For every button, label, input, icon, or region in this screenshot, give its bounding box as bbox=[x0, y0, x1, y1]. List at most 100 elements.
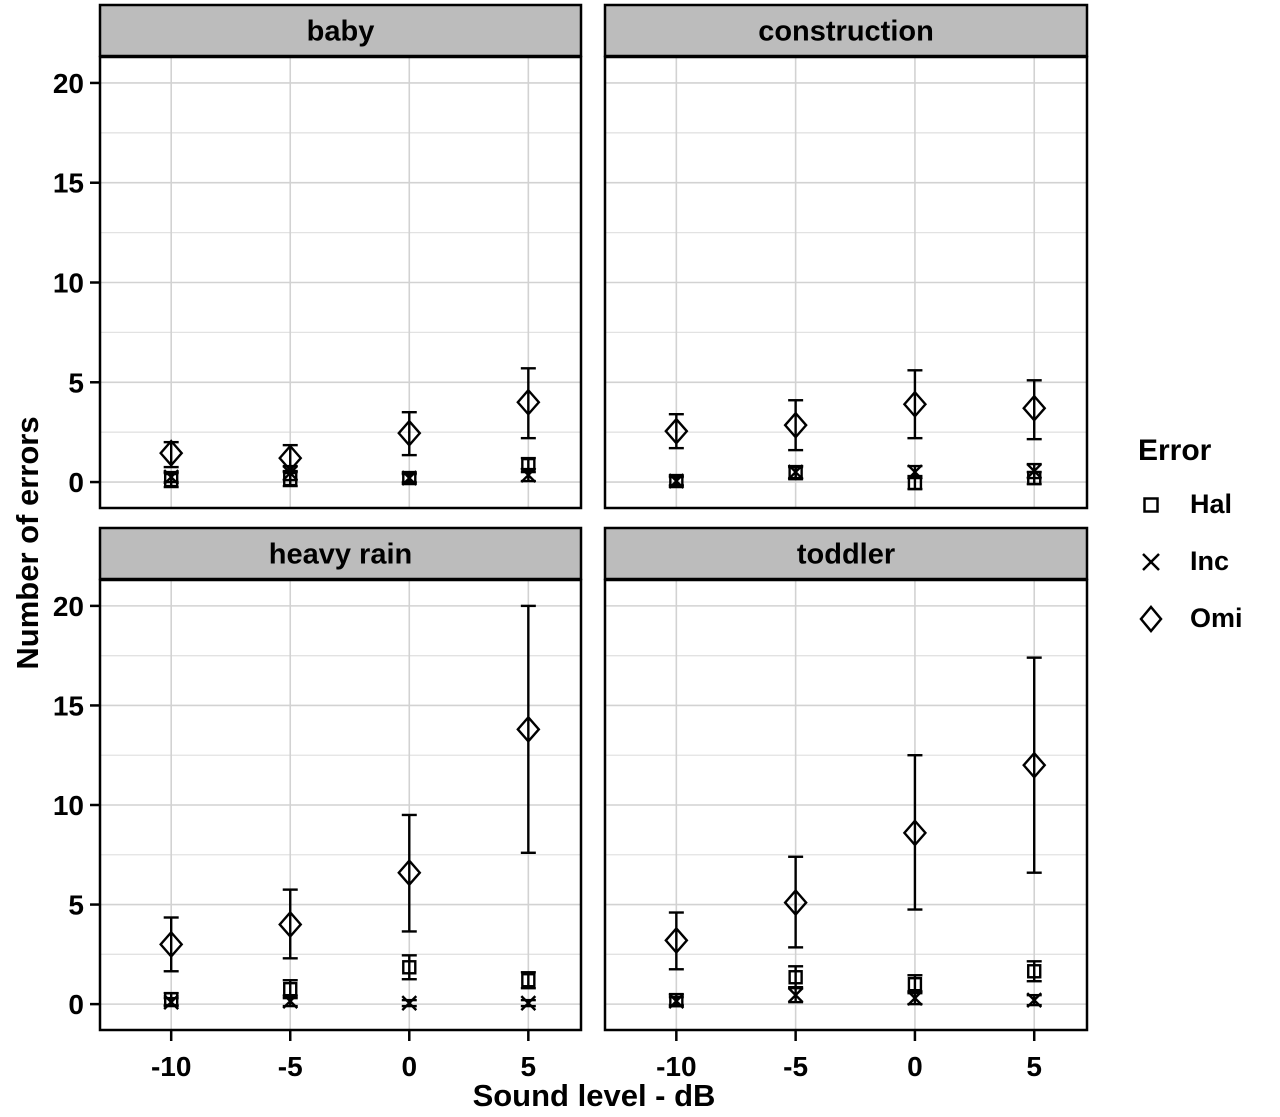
x-marker bbox=[282, 465, 299, 481]
panel-border bbox=[98, 578, 583, 1032]
y-tick-label: 0 bbox=[68, 467, 84, 498]
diamond-marker bbox=[664, 926, 689, 955]
x-marker bbox=[520, 995, 537, 1011]
point-Omi-at--5 bbox=[783, 855, 808, 949]
point-Inc-at--5 bbox=[787, 986, 804, 1004]
facet-strip-title: heavy rain bbox=[269, 539, 412, 571]
point-Hal-at-0 bbox=[401, 954, 417, 981]
point-Omi-at-0 bbox=[902, 369, 928, 440]
legend-title: Error bbox=[1138, 434, 1212, 467]
facet-heavy-rain: heavy rain 0 5 10 15 20 -10 -5 0 5 bbox=[53, 526, 583, 1082]
diamond-marker bbox=[278, 444, 303, 472]
x-tick-label: 0 bbox=[401, 1051, 417, 1082]
point-Omi-at--5 bbox=[783, 399, 808, 452]
x-marker bbox=[668, 473, 685, 489]
x-marker bbox=[163, 994, 180, 1010]
x-tick-label: -5 bbox=[278, 1051, 303, 1082]
square-marker bbox=[669, 473, 684, 489]
x-tick-label: 0 bbox=[907, 1051, 923, 1082]
diamond-marker bbox=[159, 439, 184, 467]
x-marker bbox=[907, 464, 923, 480]
panel-border bbox=[603, 578, 1089, 1032]
point-Inc-at-0 bbox=[401, 470, 418, 486]
y-tick-label: 10 bbox=[53, 790, 84, 821]
y-tick-label: 15 bbox=[53, 168, 84, 199]
point-Omi-at--10 bbox=[159, 439, 184, 469]
diamond-marker bbox=[397, 419, 422, 447]
x-marker bbox=[401, 470, 418, 486]
point-Inc-at--10 bbox=[668, 993, 685, 1009]
diamond-marker bbox=[902, 390, 928, 419]
x-axis-title: Sound level - dB bbox=[472, 1078, 716, 1113]
point-Omi-at--10 bbox=[159, 916, 184, 973]
point-Omi-at-0 bbox=[397, 411, 422, 457]
y-tick-label: 20 bbox=[53, 68, 84, 99]
point-Inc-at-5 bbox=[1026, 992, 1043, 1008]
point-Inc-at--10 bbox=[163, 994, 180, 1010]
point-Inc-at--10 bbox=[668, 473, 685, 489]
y-tick-label: 5 bbox=[68, 890, 84, 921]
point-Inc-at--5 bbox=[787, 464, 804, 480]
point-Inc-at-0 bbox=[401, 995, 418, 1011]
facet-toddler: toddler -10 -5 0 5 bbox=[603, 526, 1089, 1082]
legend-item-inc: Inc bbox=[1134, 533, 1243, 590]
x-marker bbox=[1026, 463, 1043, 479]
diamond-marker bbox=[278, 910, 303, 939]
diamond-marker bbox=[397, 858, 422, 887]
point-Omi-at--10 bbox=[664, 413, 689, 450]
y-axis-title: Number of errors bbox=[10, 416, 45, 670]
point-Omi-at-0 bbox=[397, 813, 422, 933]
point-Omi-at--10 bbox=[664, 911, 689, 971]
facet-strip bbox=[603, 3, 1089, 58]
point-Inc-at--5 bbox=[282, 993, 299, 1009]
point-Inc-at-5 bbox=[520, 995, 537, 1011]
diamond-marker bbox=[783, 888, 808, 917]
x-marker bbox=[163, 469, 180, 485]
diamond-marker bbox=[516, 388, 541, 417]
square-marker bbox=[402, 960, 417, 975]
x-tick-label: -10 bbox=[151, 1051, 191, 1082]
point-Inc-at-5 bbox=[520, 467, 537, 483]
x-tick-label: 5 bbox=[521, 1051, 537, 1082]
panel-border bbox=[603, 55, 1089, 510]
facet-strip-title: baby bbox=[307, 16, 375, 48]
point-Omi-at-5 bbox=[1022, 656, 1047, 874]
y-tick-label: 10 bbox=[53, 268, 84, 299]
x-tick-label: -5 bbox=[783, 1051, 808, 1082]
facet-strip-title: construction bbox=[758, 16, 934, 48]
x-marker bbox=[282, 993, 299, 1009]
x-tick-label: -10 bbox=[656, 1051, 696, 1082]
point-Omi-at--5 bbox=[278, 443, 303, 473]
square-marker bbox=[788, 970, 803, 985]
x-marker bbox=[907, 990, 923, 1006]
diamond-marker-icon bbox=[1139, 604, 1163, 633]
facet-baby: baby 0 5 10 15 20 bbox=[53, 3, 583, 510]
y-tick-label: 0 bbox=[68, 989, 84, 1020]
x-marker bbox=[668, 993, 685, 1009]
legend-label-inc: Inc bbox=[1190, 546, 1230, 576]
x-tick-label: 5 bbox=[1026, 1051, 1042, 1082]
square-marker bbox=[521, 973, 536, 988]
point-Omi-at-0 bbox=[902, 754, 928, 911]
square-marker-icon bbox=[1143, 496, 1159, 513]
facet-construction: construction bbox=[603, 3, 1089, 510]
y-tick-label: 20 bbox=[53, 591, 84, 622]
legend-label-hal: Hal bbox=[1190, 489, 1233, 519]
point-Omi-at--5 bbox=[278, 888, 303, 960]
diamond-marker bbox=[664, 417, 689, 445]
point-Inc-at-0 bbox=[907, 464, 923, 480]
diamond-marker bbox=[902, 819, 928, 847]
diamond-marker bbox=[516, 715, 541, 744]
x-marker bbox=[520, 467, 537, 483]
y-tick-label: 5 bbox=[68, 367, 84, 398]
legend-item-omi: Omi bbox=[1134, 590, 1243, 647]
diamond-marker bbox=[1022, 394, 1047, 423]
x-marker bbox=[1026, 992, 1043, 1008]
point-Inc-at-5 bbox=[1026, 462, 1043, 480]
point-Inc-at--10 bbox=[163, 469, 180, 485]
facet-strip-title: toddler bbox=[797, 539, 895, 571]
point-Hal-at-5 bbox=[520, 971, 536, 990]
point-Omi-at-5 bbox=[516, 367, 541, 440]
